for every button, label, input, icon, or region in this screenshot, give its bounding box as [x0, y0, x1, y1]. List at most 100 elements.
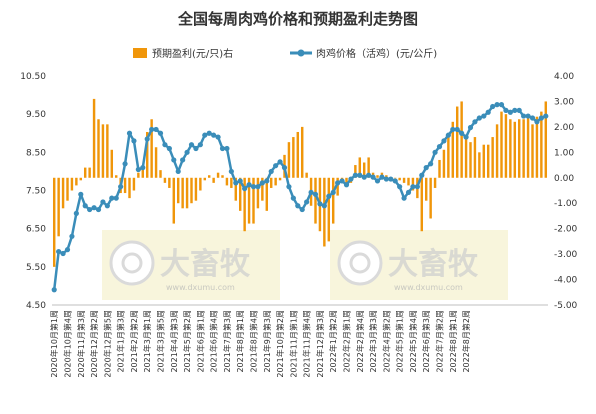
y-right-tick-2: -3.00 [554, 250, 578, 260]
price-point-81 [410, 184, 416, 190]
price-point-60 [317, 201, 323, 207]
chart-title: 全国每周肉鸡价格和预期盈利走势图 [177, 10, 418, 28]
profit-bar-63 [331, 177, 335, 224]
x-tick-label-17: 2021年10月第2周 [275, 310, 285, 378]
y-right-tick-6: 1.00 [554, 148, 574, 158]
price-point-74 [379, 174, 385, 180]
price-point-86 [432, 149, 438, 155]
profit-bar-79 [402, 177, 406, 183]
price-point-64 [335, 180, 341, 186]
profit-bar-108 [531, 124, 534, 178]
price-point-61 [321, 203, 327, 209]
price-point-55 [295, 203, 301, 209]
price-point-19 [135, 166, 141, 173]
profit-bar-93 [464, 134, 468, 178]
x-tick-label-15: 2021年8月第4周 [249, 310, 259, 373]
price-point-22 [149, 126, 155, 133]
x-tick-label-22: 2022年2月第1周 [342, 310, 352, 373]
profit-bar-56 [300, 126, 304, 178]
price-point-53 [286, 184, 292, 190]
profit-bar-12 [106, 124, 109, 178]
y-right-tick-1: -4.00 [554, 276, 578, 286]
price-point-111 [543, 113, 549, 119]
profit-bar-22 [150, 119, 153, 178]
x-tick-label-13: 2021年7月第3周 [222, 310, 232, 373]
price-point-99 [490, 103, 496, 110]
profit-bar-46 [256, 177, 260, 209]
profit-bar-32 [194, 177, 198, 201]
x-tick-label-30: 2022年8月第1周 [448, 310, 458, 373]
profit-bar-26 [168, 177, 171, 188]
price-point-3 [64, 247, 71, 253]
price-point-78 [397, 184, 403, 190]
profit-bar-31 [190, 177, 193, 204]
price-point-95 [472, 119, 478, 125]
price-point-100 [494, 102, 500, 108]
price-point-0 [51, 287, 57, 293]
profit-bar-39 [225, 177, 229, 186]
profit-bar-99 [491, 137, 494, 178]
price-point-13 [109, 195, 115, 201]
price-point-102 [503, 107, 509, 113]
price-point-26 [166, 145, 172, 152]
price-point-108 [529, 115, 536, 121]
price-point-30 [184, 149, 190, 155]
price-point-59 [312, 191, 319, 197]
y-left-tick-5: 9.50 [26, 110, 46, 120]
y-right-tick-8: 3.00 [554, 97, 574, 107]
x-tick-label-8: 2021年3月第5周 [156, 310, 166, 373]
profit-bar-43 [243, 177, 246, 232]
price-point-97 [481, 113, 487, 119]
price-point-11 [100, 199, 106, 205]
price-point-14 [113, 195, 119, 201]
x-tick-label-21: 2022年1月第2周 [328, 310, 338, 373]
profit-bar-4 [70, 177, 74, 191]
price-point-37 [215, 134, 221, 140]
profit-bar-27 [172, 177, 176, 224]
y-right-tick-4: -1.00 [554, 199, 578, 209]
price-point-109 [534, 119, 540, 125]
profit-bar-54 [292, 137, 295, 178]
x-tick-label-0: 2020年10月第1周 [49, 310, 59, 378]
x-tick-label-25: 2022年4月第2周 [381, 310, 391, 373]
profit-bar-9 [92, 98, 96, 178]
price-point-98 [485, 109, 491, 115]
price-point-66 [343, 182, 350, 188]
profit-bar-37 [216, 172, 220, 178]
profit-bar-96 [478, 152, 481, 178]
legend-label-profit: 预期盈利(元/只)右 [152, 47, 233, 60]
profit-bar-36 [212, 177, 215, 183]
price-point-75 [383, 176, 389, 182]
price-point-28 [175, 168, 181, 175]
y-left-tick-0: 4.50 [26, 301, 46, 311]
price-point-62 [326, 193, 332, 199]
x-tick-label-14: 2021年8月第1周 [235, 310, 245, 373]
price-point-20 [140, 165, 146, 171]
profit-bar-62 [327, 177, 331, 242]
y-right-tick-5: 0.00 [554, 174, 574, 184]
watermark-logo-ring [121, 252, 143, 274]
price-point-51 [277, 159, 283, 165]
price-point-83 [419, 172, 425, 178]
profit-bar-23 [154, 147, 158, 178]
price-point-29 [180, 157, 186, 163]
price-point-50 [273, 163, 279, 169]
profit-bar-30 [185, 177, 189, 209]
x-tick-label-18: 2021年11月第1周 [288, 310, 298, 378]
y-left-tick-6: 10.50 [20, 72, 46, 82]
legend-swatch-marker [297, 49, 305, 57]
profit-bar-59 [314, 177, 317, 224]
price-point-24 [157, 130, 164, 136]
price-point-25 [162, 142, 168, 148]
profit-bar-66 [345, 177, 348, 183]
x-tick-label-24: 2022年3月第3周 [368, 310, 378, 373]
price-point-35 [206, 130, 212, 136]
price-point-54 [290, 195, 296, 201]
watermark-brand: 大畜牧 [388, 247, 479, 282]
price-point-57 [304, 199, 310, 205]
price-point-12 [104, 203, 110, 209]
price-point-91 [454, 126, 460, 133]
profit-bar-77 [393, 177, 397, 179]
price-point-72 [370, 174, 376, 180]
